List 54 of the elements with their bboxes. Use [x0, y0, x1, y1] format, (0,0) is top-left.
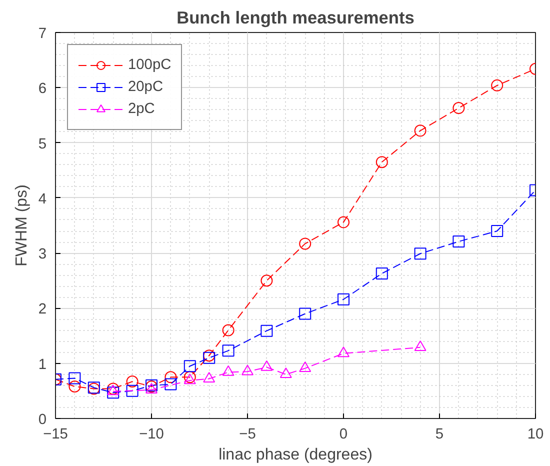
point [164, 378, 177, 390]
point [184, 374, 196, 384]
legend-label: 2pC [128, 101, 155, 117]
point [68, 380, 81, 393]
x-tick-label: 10 [527, 426, 544, 442]
point [491, 79, 504, 92]
y-tick-label: 1 [38, 356, 47, 373]
x-axis-title: linac phase (degrees) [218, 446, 372, 464]
point [260, 274, 273, 287]
point [452, 235, 465, 248]
y-tick-label: 6 [38, 81, 47, 98]
legend-label: 20pC [128, 79, 164, 95]
y-tick-label: 0 [38, 412, 47, 428]
point [338, 216, 350, 228]
point [126, 376, 138, 388]
point [299, 238, 312, 250]
point [414, 124, 426, 137]
x-tick-label: −15 [43, 426, 68, 442]
point [260, 324, 273, 337]
point [338, 346, 350, 358]
legend-label: 100pC [128, 57, 172, 73]
point [184, 371, 196, 384]
y-axis-title: FWHM (ps) [13, 184, 30, 266]
x-tick-label: 0 [339, 426, 348, 442]
x-tick-label: −10 [139, 426, 164, 442]
point [414, 340, 426, 352]
point [299, 308, 312, 320]
point [222, 324, 234, 336]
chart-title: Bunch length measurements [176, 8, 414, 28]
point [338, 293, 350, 306]
y-tick-label: 7 [38, 26, 47, 42]
point [68, 372, 81, 384]
x-tick-label: 5 [435, 426, 444, 442]
y-tick-label: 4 [38, 191, 47, 208]
point [452, 102, 465, 114]
point [260, 360, 273, 371]
point [242, 364, 254, 376]
y-tick-label: 3 [38, 246, 47, 263]
point [280, 368, 292, 378]
point [164, 371, 177, 384]
point [203, 372, 216, 382]
point [222, 365, 234, 376]
point [184, 360, 196, 372]
point [299, 361, 312, 372]
point [414, 248, 426, 260]
point [376, 156, 388, 168]
y-tick-label: 5 [38, 136, 47, 152]
point [376, 267, 388, 280]
point [491, 225, 504, 238]
point [222, 344, 234, 357]
y-tick-label: 2 [38, 302, 47, 318]
x-tick-label: −5 [239, 426, 256, 442]
point [126, 384, 138, 397]
point [107, 386, 120, 399]
